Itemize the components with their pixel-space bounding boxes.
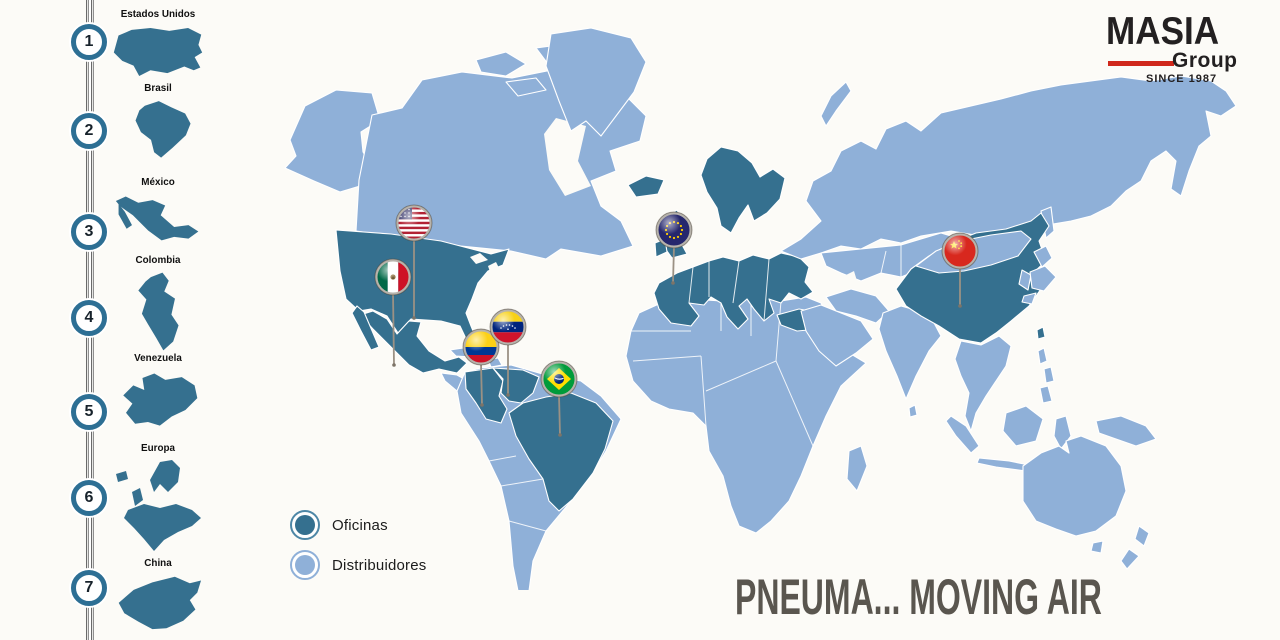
legend-label: Oficinas bbox=[332, 516, 388, 534]
pin-mexico bbox=[374, 258, 412, 367]
eu-flag-icon bbox=[658, 214, 690, 246]
colombia-silhouette-icon bbox=[138, 272, 179, 351]
office-dot-icon bbox=[290, 510, 320, 540]
sidebar-item-venezuela: Venezuela bbox=[100, 352, 216, 432]
venezuela-silhouette-icon bbox=[123, 373, 198, 426]
step-number: 2 bbox=[84, 122, 94, 139]
usa-silhouette-icon bbox=[113, 28, 203, 76]
country-label: Colombia bbox=[135, 254, 181, 266]
world-map bbox=[284, 27, 1237, 590]
continents bbox=[284, 27, 1237, 590]
map-pins bbox=[374, 204, 979, 437]
masia-group-logo: MASIA Group SINCE 1987 bbox=[1096, 10, 1266, 85]
country-label: Brasil bbox=[144, 82, 172, 94]
step-number: 7 bbox=[84, 579, 94, 596]
slogan-text: PNEUMA... MOVING AIR bbox=[735, 569, 1102, 625]
colombia-flag-icon bbox=[465, 331, 497, 363]
sidebar-item-china: China bbox=[100, 557, 216, 631]
step-number: 4 bbox=[84, 309, 94, 326]
brazil-silhouette-icon bbox=[135, 101, 191, 158]
sidebar-item-colombia: Colombia bbox=[100, 254, 216, 354]
step-circle-7: 7 bbox=[71, 570, 107, 606]
country-label: Europa bbox=[140, 442, 175, 454]
sidebar-item-brasil: Brasil bbox=[100, 82, 216, 160]
legend-item-oficinas: Oficinas bbox=[290, 510, 427, 540]
pin-brasil bbox=[540, 360, 578, 437]
china-silhouette-icon bbox=[118, 576, 202, 630]
sidebar-item-estados-unidos: Estados Unidos bbox=[100, 8, 216, 79]
step-number: 3 bbox=[84, 223, 94, 240]
pin-venezuela bbox=[489, 308, 527, 397]
legend-label: Distribuidores bbox=[332, 556, 427, 574]
legend: Oficinas Distribuidores bbox=[290, 510, 427, 590]
step-circle-2: 2 bbox=[71, 113, 107, 149]
pin-estados-unidos bbox=[395, 204, 433, 320]
legend-item-distribuidores: Distribuidores bbox=[290, 550, 427, 580]
logo-red-line bbox=[1108, 61, 1174, 66]
venezuela-flag-icon bbox=[492, 311, 524, 343]
usa-flag-icon bbox=[398, 207, 430, 239]
china-flag-icon bbox=[944, 235, 976, 267]
step-number: 1 bbox=[84, 33, 94, 50]
pin-colombia bbox=[462, 328, 500, 407]
mexico-flag-icon bbox=[377, 261, 409, 293]
step-circle-4: 4 bbox=[71, 300, 107, 336]
brazil-flag-icon bbox=[543, 363, 575, 395]
mexico-silhouette-icon bbox=[115, 196, 199, 241]
logo-tagline-text: SINCE 1987 bbox=[1146, 73, 1218, 85]
pin-europa bbox=[655, 211, 693, 285]
distributor-dot-icon bbox=[290, 550, 320, 580]
country-label: Venezuela bbox=[134, 352, 182, 364]
country-label: Estados Unidos bbox=[120, 8, 196, 20]
pin-china bbox=[941, 232, 979, 308]
step-number: 6 bbox=[84, 489, 94, 506]
step-circle-3: 3 bbox=[71, 214, 107, 250]
logo-subbrand-text: Group bbox=[1172, 49, 1238, 72]
step-number: 5 bbox=[84, 403, 94, 420]
step-circle-1: 1 bbox=[71, 24, 107, 60]
country-label: México bbox=[141, 176, 175, 188]
logo-brand-text: MASIA bbox=[1106, 10, 1220, 53]
sidebar-item-mexico: México bbox=[100, 176, 216, 244]
step-circle-6: 6 bbox=[71, 480, 107, 516]
country-label: China bbox=[144, 557, 172, 569]
sidebar-item-europa: Europa bbox=[100, 442, 216, 556]
step-circle-5: 5 bbox=[71, 394, 107, 430]
europe-silhouette-icon bbox=[116, 460, 201, 551]
